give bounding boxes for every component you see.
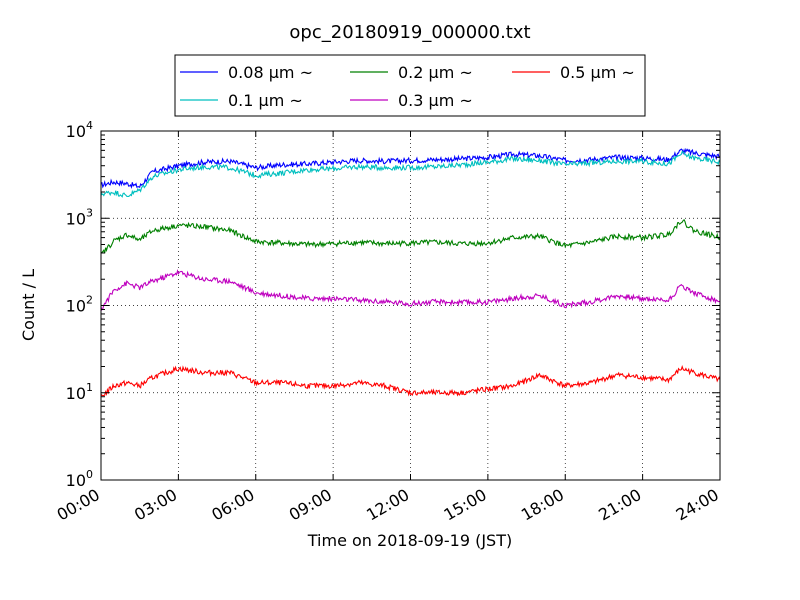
y-tick-label: 103 bbox=[66, 206, 93, 228]
y-axis-label: Count / L bbox=[19, 269, 38, 341]
legend-label: 0.2 μm ~ bbox=[398, 63, 473, 82]
y-tick-label: 104 bbox=[66, 119, 93, 141]
legend-label: 0.5 μm ~ bbox=[560, 63, 635, 82]
x-tick-label: 21:00 bbox=[595, 485, 644, 525]
x-tick-label: 18:00 bbox=[518, 485, 567, 525]
legend-label: 0.08 μm ~ bbox=[228, 63, 313, 82]
x-tick-label: 09:00 bbox=[286, 485, 335, 525]
x-tick-label: 00:00 bbox=[54, 485, 103, 525]
x-tick-label: 12:00 bbox=[363, 485, 412, 525]
legend-label: 0.1 μm ~ bbox=[228, 91, 303, 110]
series-line-5 bbox=[100, 364, 721, 397]
series-line-4 bbox=[100, 268, 721, 311]
y-tick-label: 101 bbox=[66, 381, 93, 403]
x-tick-label: 03:00 bbox=[131, 485, 180, 525]
x-tick-label: 15:00 bbox=[440, 485, 489, 525]
legend: 0.08 μm ~ 0.1 μm ~ 0.2 μm ~ 0.3 μm ~ 0.5 μm … bbox=[174, 54, 646, 117]
legend-label: 0.3 μm ~ bbox=[398, 91, 473, 110]
x-axis: 00:00 03:00 06:00 09:00 12:00 15:00 18:00 21:00… bbox=[54, 131, 722, 525]
series-line-1 bbox=[100, 147, 721, 189]
x-axis-label: Time on 2018-09-19 (JST) bbox=[307, 531, 512, 550]
y-tick-label: 102 bbox=[66, 294, 93, 316]
x-tick-label: 06:00 bbox=[208, 485, 257, 525]
series-layer bbox=[100, 147, 721, 397]
series-line-2 bbox=[100, 150, 721, 198]
x-tick-label: 24:00 bbox=[673, 485, 722, 525]
y-tick-label: 100 bbox=[66, 468, 93, 490]
series-line-3 bbox=[100, 218, 721, 254]
y-axis: 100 101 102 103 104 bbox=[66, 119, 720, 490]
chart-title: opc_20180919_000000.txt bbox=[289, 22, 530, 43]
legend-box bbox=[174, 54, 646, 117]
